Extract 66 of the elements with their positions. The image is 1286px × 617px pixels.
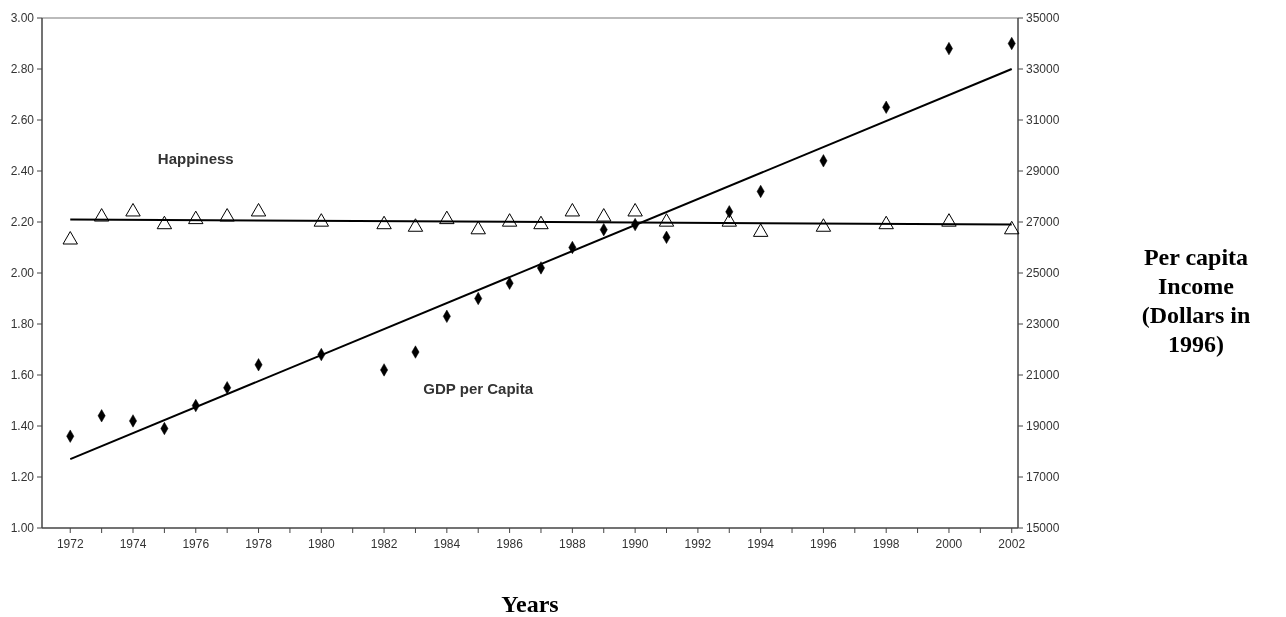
y-tick-label: 1.00: [10, 521, 35, 536]
x-tick-label: 1990: [621, 537, 649, 551]
x-tick-label: 1986: [496, 537, 524, 551]
y2-tick-label: 19000: [1026, 419, 1060, 434]
point: [1004, 220, 1020, 235]
x-tick-label: 1980: [307, 537, 335, 551]
point: [188, 210, 204, 225]
y2-tick-label: 17000: [1026, 470, 1060, 485]
point: [596, 208, 612, 222]
x-tick-label: 1972: [56, 537, 84, 551]
y2-tick-label: 25000: [1026, 266, 1060, 281]
y-tick-label: 2.00: [10, 266, 35, 281]
x-tick-label: 1996: [810, 537, 838, 551]
point: [627, 202, 643, 217]
y2-tick-label: 33000: [1026, 62, 1060, 77]
point: [439, 210, 455, 225]
point: [156, 215, 173, 230]
y-tick-label: 1.40: [10, 419, 35, 434]
x-tick-label: 1974: [119, 537, 147, 551]
y2-tick-label: 21000: [1026, 368, 1060, 383]
point: [752, 223, 769, 237]
x-tick-label: 1984: [433, 537, 461, 551]
point: [250, 202, 267, 217]
y-tick-label: 1.60: [10, 368, 35, 383]
x-tick-label: 1978: [245, 537, 273, 551]
point: [62, 231, 78, 245]
y2-tick-label: 15000: [1026, 521, 1060, 536]
y2-tick-label: 23000: [1026, 317, 1060, 332]
point: [815, 218, 832, 232]
y-tick-label: 1.80: [10, 317, 35, 332]
y2-tick-label: 29000: [1026, 164, 1060, 179]
point: [376, 215, 392, 230]
y-tick-label: 2.40: [10, 164, 35, 179]
x-tick-label: 2000: [935, 537, 963, 551]
y2-tick-label: 27000: [1026, 215, 1060, 230]
text: Happiness: [157, 150, 234, 168]
y2-tick-label: 31000: [1026, 113, 1060, 128]
point: [941, 213, 957, 227]
point: [501, 213, 518, 227]
point: [564, 202, 581, 217]
x-axis-title: Years: [501, 591, 559, 617]
y2-tick-label: 35000: [1026, 11, 1060, 26]
x-tick-label: 1988: [559, 537, 587, 551]
point: [313, 213, 330, 227]
point: [533, 215, 549, 230]
x-tick-label: 1976: [182, 537, 210, 551]
x-tick-label: 1994: [747, 537, 775, 551]
point: [407, 218, 424, 232]
point: [470, 220, 486, 235]
x-tick-label: 2002: [998, 537, 1026, 551]
y-tick-label: 2.20: [10, 215, 35, 230]
y-tick-label: 3.00: [10, 11, 35, 26]
x-tick-label: 1998: [872, 537, 900, 551]
point: [219, 208, 235, 222]
point: [93, 208, 110, 222]
point: [125, 202, 141, 217]
point: [658, 213, 675, 227]
x-tick-label: 1982: [370, 537, 398, 551]
y-tick-label: 1.20: [10, 470, 35, 485]
y-tick-label: 2.60: [10, 113, 35, 128]
series-label: GDP per Capita: [423, 379, 534, 397]
y-tick-label: 2.80: [10, 62, 35, 77]
point: [878, 215, 894, 230]
y2-axis-title: Per capita Income (Dollars in 1996): [1141, 244, 1251, 357]
point: [721, 213, 737, 227]
x-tick-label: 1992: [684, 537, 712, 551]
